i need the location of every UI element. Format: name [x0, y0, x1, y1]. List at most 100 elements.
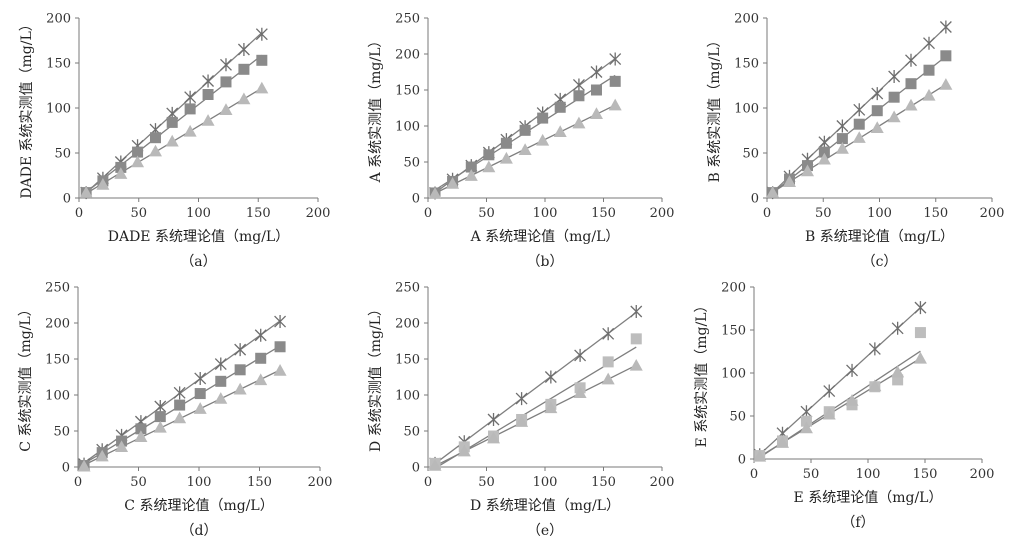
x-tick-label: 0: [75, 206, 83, 221]
data-point-star: [836, 119, 849, 133]
chart-panel-a: 0 50 100 150 200 0 50 100 150 200 DADE 系统理论值（mg/L）…: [19, 12, 330, 271]
data-point-star: [630, 304, 643, 318]
data-point-square: [818, 146, 830, 158]
x-tick-label: 0: [74, 475, 82, 490]
x-tick-label: 50: [130, 475, 147, 490]
chart-panel-f: 0 50 100 150 200 0 50 100 150 200 E 系统理论值（mg/L） E 系…: [694, 281, 994, 532]
data-point-triangle: [219, 103, 233, 115]
data-point-star: [154, 400, 167, 414]
y-tick-label: 150: [395, 84, 420, 99]
data-point-square: [905, 78, 917, 90]
x-tick-label: 150: [247, 475, 272, 490]
data-point-square: [202, 89, 214, 100]
x-tick-label: 200: [306, 206, 331, 221]
data-point-star: [888, 70, 901, 83]
data-point-star: [823, 384, 836, 398]
y-tick-label: 0: [738, 453, 746, 468]
x-tick-label: 0: [424, 206, 432, 221]
data-point-triangle: [766, 186, 780, 198]
y-tick-label: 100: [46, 102, 71, 117]
x-tick-label: 50: [478, 206, 495, 221]
data-point-star: [590, 65, 603, 79]
data-point-triangle: [553, 125, 567, 137]
data-point-triangle: [237, 92, 251, 105]
y-axis-label: C 系统实测值（mg/L）: [18, 302, 34, 451]
data-point-star: [818, 135, 831, 149]
data-point-triangle: [499, 151, 513, 164]
y-tick-label: 50: [729, 410, 746, 425]
x-tick-label: 0: [763, 206, 771, 221]
y-axis-label: B 系统实测值（mg/L）: [707, 34, 723, 183]
data-point-triangle: [487, 431, 501, 444]
trend-line-star: [434, 311, 637, 465]
x-tick-label: 150: [591, 475, 616, 490]
data-point-triangle: [544, 401, 558, 414]
x-axis-label: B 系统理论值（mg/L）: [805, 229, 954, 245]
data-point-square: [892, 374, 904, 386]
x-tick-label: 150: [591, 206, 616, 221]
data-point-star: [905, 53, 917, 67]
axes: [427, 18, 662, 199]
data-point-star: [254, 328, 267, 342]
data-point-triangle: [801, 164, 814, 177]
y-tick-label: 100: [395, 389, 420, 404]
data-point-square: [483, 149, 495, 161]
data-point-triangle: [79, 186, 93, 198]
y-tick-label: 100: [721, 367, 746, 382]
data-point-triangle: [131, 155, 145, 168]
data-point-square: [255, 352, 267, 364]
chart-panel-c: 0 50 100 150 200 0 50 100 150 200 B 系统理论值（mg/L） B 系…: [707, 12, 1004, 271]
data-point-triangle: [255, 81, 269, 94]
data-point-star: [234, 343, 247, 357]
x-axis-label: D 系统理论值（mg/L）: [470, 498, 620, 514]
data-point-triangle: [573, 386, 587, 399]
data-point-square: [238, 63, 250, 75]
data-point-star: [602, 327, 615, 341]
y-tick-label: 0: [412, 192, 420, 207]
y-tick-label: 0: [62, 461, 70, 476]
y-tick-label: 200: [395, 48, 420, 63]
data-point-star: [572, 78, 585, 92]
data-point-square: [184, 103, 196, 115]
data-point-star: [184, 90, 197, 104]
y-tick-label: 150: [734, 57, 759, 72]
data-point-triangle: [183, 124, 197, 137]
data-point-square: [149, 132, 161, 144]
data-point-square: [871, 105, 883, 117]
data-point-square: [800, 415, 812, 427]
data-point-square: [256, 54, 268, 66]
data-point-triangle: [753, 449, 767, 462]
data-point-star: [871, 87, 884, 101]
x-tick-label: 200: [970, 467, 995, 482]
x-axis-label: C 系统理论值（mg/L）: [124, 498, 273, 514]
y-tick-label: 250: [395, 12, 420, 27]
trend-line-star: [83, 320, 281, 464]
data-point-triangle: [77, 459, 91, 472]
data-point-triangle: [428, 459, 442, 471]
data-point-triangle: [148, 144, 162, 157]
x-tick-label: 100: [187, 475, 212, 490]
data-point-star: [173, 386, 186, 400]
x-tick-label: 200: [308, 475, 333, 490]
data-point-square: [590, 84, 602, 96]
y-tick-label: 200: [395, 317, 420, 332]
x-axis-label: E 系统理论值（mg/L）: [794, 490, 943, 506]
data-point-triangle: [608, 98, 622, 111]
data-point-triangle: [835, 142, 849, 154]
data-point-square: [166, 116, 178, 128]
chart-panel-d: 0 50 100 150 200 0 50 100 150 200 250 C 系统理论值（mg/L）…: [18, 281, 332, 540]
data-point-triangle: [922, 88, 936, 101]
data-point-square: [914, 327, 926, 339]
y-tick-label: 150: [46, 57, 71, 72]
y-tick-label: 200: [46, 12, 71, 27]
data-point-square: [602, 356, 614, 368]
panel-caption: （d）: [181, 523, 218, 539]
data-point-triangle: [165, 134, 179, 147]
data-point-square: [465, 161, 477, 173]
data-point-triangle: [887, 110, 901, 123]
data-point-square: [537, 112, 549, 124]
x-tick-label: 50: [478, 475, 495, 490]
data-point-square: [630, 333, 642, 345]
data-point-star: [853, 103, 866, 117]
data-point-triangle: [799, 421, 813, 434]
